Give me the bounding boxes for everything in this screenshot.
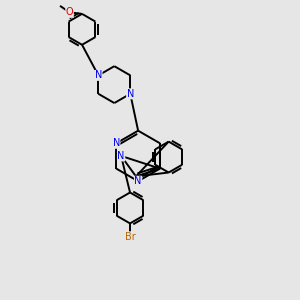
Text: N: N: [127, 89, 134, 99]
Text: N: N: [112, 138, 120, 148]
Text: Br: Br: [125, 232, 135, 242]
Text: O: O: [66, 8, 74, 17]
Text: N: N: [117, 151, 125, 161]
Text: N: N: [134, 176, 142, 186]
Text: N: N: [95, 70, 102, 80]
